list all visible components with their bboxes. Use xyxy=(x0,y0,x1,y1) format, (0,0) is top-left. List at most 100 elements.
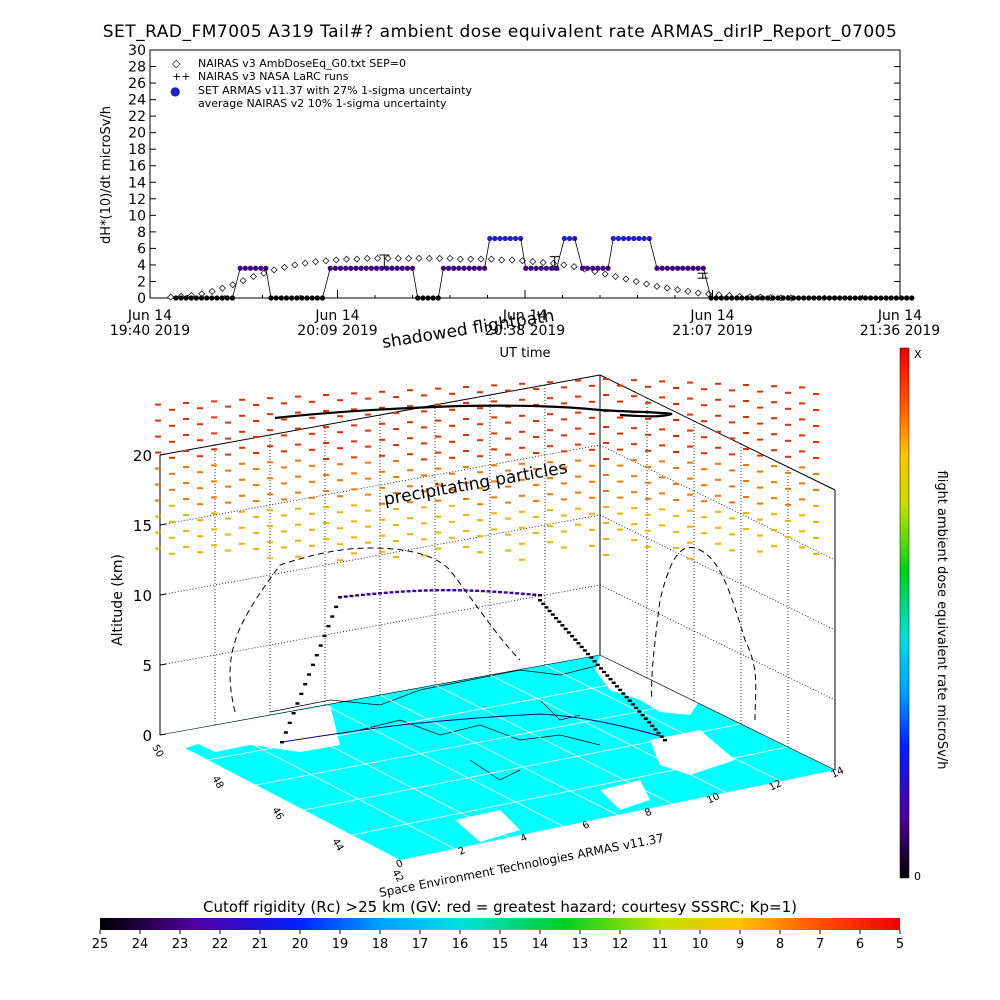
precip-marker xyxy=(603,554,609,556)
flight-track-point xyxy=(566,631,571,634)
precip-marker xyxy=(617,528,623,531)
nairas-point xyxy=(405,254,413,262)
armas-point xyxy=(626,235,632,242)
armas-point xyxy=(487,235,493,242)
precip-marker xyxy=(407,533,413,536)
precip-marker xyxy=(715,478,721,481)
rigidity-tick-label: 23 xyxy=(172,937,189,952)
precip-marker xyxy=(519,494,525,497)
precip-marker xyxy=(337,543,343,546)
armas-point xyxy=(209,295,215,301)
precip-marker xyxy=(421,554,427,557)
precip-marker xyxy=(393,508,399,510)
precip-marker xyxy=(659,476,665,479)
precip-marker xyxy=(239,526,245,529)
nairas-point xyxy=(208,287,216,295)
precip-marker xyxy=(379,422,385,425)
precip-marker xyxy=(687,541,693,544)
armas-point xyxy=(258,265,264,271)
flight-track-point xyxy=(538,599,542,602)
precip-marker xyxy=(505,421,511,424)
precip-marker xyxy=(645,513,651,516)
precip-marker xyxy=(715,510,721,513)
precip-marker xyxy=(575,395,581,398)
precip-marker xyxy=(337,399,343,402)
flight-track-point xyxy=(627,699,632,702)
nairas-point xyxy=(498,256,506,264)
flight-track-point xyxy=(576,642,581,645)
precip-marker xyxy=(743,384,749,386)
precip-marker xyxy=(519,542,525,545)
precip-marker xyxy=(617,448,623,451)
nairas-point xyxy=(270,266,278,274)
precip-marker xyxy=(645,465,651,468)
precip-marker xyxy=(799,514,805,517)
lon-tick-label: 0 xyxy=(395,858,405,871)
armas-point xyxy=(816,295,822,301)
y-tick-label: 10 xyxy=(128,208,146,224)
precip-marker xyxy=(533,468,539,470)
rigidity-gradient xyxy=(100,918,900,930)
precip-marker xyxy=(491,416,497,419)
chart-title: SET_RAD_FM7005 A319 Tail#? ambient dose … xyxy=(102,22,898,42)
precip-marker xyxy=(701,484,707,487)
armas-point xyxy=(420,295,426,301)
y-tick-label: 16 xyxy=(128,159,146,175)
precip-marker xyxy=(659,444,665,447)
precip-marker xyxy=(225,549,231,552)
nairas-point xyxy=(374,254,382,262)
precip-marker xyxy=(673,483,679,485)
precip-marker xyxy=(463,482,469,484)
armas-point xyxy=(348,265,354,271)
lat-tick-label: 50 xyxy=(149,743,165,760)
flight-track-point xyxy=(621,692,626,695)
armas-point xyxy=(242,265,248,271)
lon-tick-label: 4 xyxy=(519,832,529,845)
precip-marker xyxy=(715,526,721,529)
precip-marker xyxy=(519,398,525,401)
flight-track-point xyxy=(326,625,331,628)
precip-marker xyxy=(757,438,763,441)
armas-point xyxy=(631,235,637,242)
precip-marker xyxy=(729,453,735,456)
flight-track-point xyxy=(310,663,315,667)
precip-marker xyxy=(169,456,175,459)
precip-marker xyxy=(197,535,203,538)
precip-marker xyxy=(715,382,721,385)
precipitating-particles xyxy=(155,378,819,562)
armas-connector xyxy=(412,268,419,299)
precip-marker xyxy=(351,424,357,427)
colorbar-gradient xyxy=(899,347,910,879)
armas-point xyxy=(685,265,691,271)
precip-marker xyxy=(561,482,567,485)
precip-marker xyxy=(505,533,511,536)
precip-marker xyxy=(505,453,511,456)
armas-point xyxy=(304,295,310,301)
precip-marker xyxy=(155,515,161,518)
precip-marker xyxy=(155,451,161,454)
floor-grid-line xyxy=(489,674,727,793)
precip-marker xyxy=(421,538,427,541)
precip-marker xyxy=(211,448,217,451)
precip-marker xyxy=(743,400,749,402)
nairas-point xyxy=(694,289,702,297)
nairas-point xyxy=(353,255,361,263)
colorbar-top-label: X xyxy=(914,348,922,361)
precip-marker xyxy=(407,389,413,392)
precip-marker xyxy=(435,515,441,518)
precip-marker xyxy=(589,528,595,531)
precip-marker xyxy=(631,443,637,446)
precip-marker xyxy=(435,403,441,406)
precip-marker xyxy=(281,530,287,533)
precip-marker xyxy=(547,541,553,544)
precip-marker xyxy=(323,410,329,412)
flight-track-point xyxy=(618,688,623,692)
precip-marker xyxy=(365,429,371,432)
x-tick-date: Jun 14 xyxy=(314,308,359,324)
armas-point xyxy=(425,295,431,301)
altitude-gridline xyxy=(159,584,601,666)
alt-tick xyxy=(159,593,167,596)
flight-track-point xyxy=(383,591,388,594)
precip-marker xyxy=(813,473,819,475)
precip-marker xyxy=(561,386,567,389)
